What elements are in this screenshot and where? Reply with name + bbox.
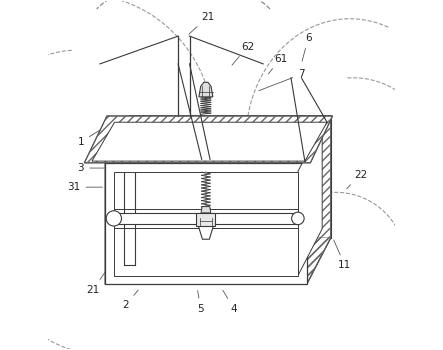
Polygon shape xyxy=(298,125,322,276)
Text: 1: 1 xyxy=(78,126,106,147)
Polygon shape xyxy=(196,213,215,226)
Polygon shape xyxy=(114,172,298,276)
Text: 21: 21 xyxy=(86,269,107,295)
Polygon shape xyxy=(307,116,331,284)
Text: 3: 3 xyxy=(78,163,104,173)
Circle shape xyxy=(106,211,121,226)
Polygon shape xyxy=(198,226,214,239)
Polygon shape xyxy=(114,125,322,172)
Text: 11: 11 xyxy=(334,240,351,270)
Polygon shape xyxy=(105,116,331,163)
Circle shape xyxy=(291,212,304,225)
Text: 31: 31 xyxy=(67,182,102,192)
Polygon shape xyxy=(114,213,298,224)
Polygon shape xyxy=(105,238,331,284)
Text: 62: 62 xyxy=(232,42,254,65)
Polygon shape xyxy=(84,116,333,163)
Polygon shape xyxy=(201,206,211,213)
Text: 4: 4 xyxy=(223,290,237,314)
Text: 22: 22 xyxy=(347,170,367,189)
Text: 2: 2 xyxy=(123,290,138,310)
Polygon shape xyxy=(92,122,327,161)
Text: 6: 6 xyxy=(302,33,311,61)
Text: 61: 61 xyxy=(268,54,287,74)
Text: 21: 21 xyxy=(189,12,214,34)
Polygon shape xyxy=(105,163,307,284)
Text: 5: 5 xyxy=(197,290,204,314)
Polygon shape xyxy=(105,116,129,284)
Polygon shape xyxy=(199,82,213,97)
Text: 7: 7 xyxy=(259,69,305,91)
